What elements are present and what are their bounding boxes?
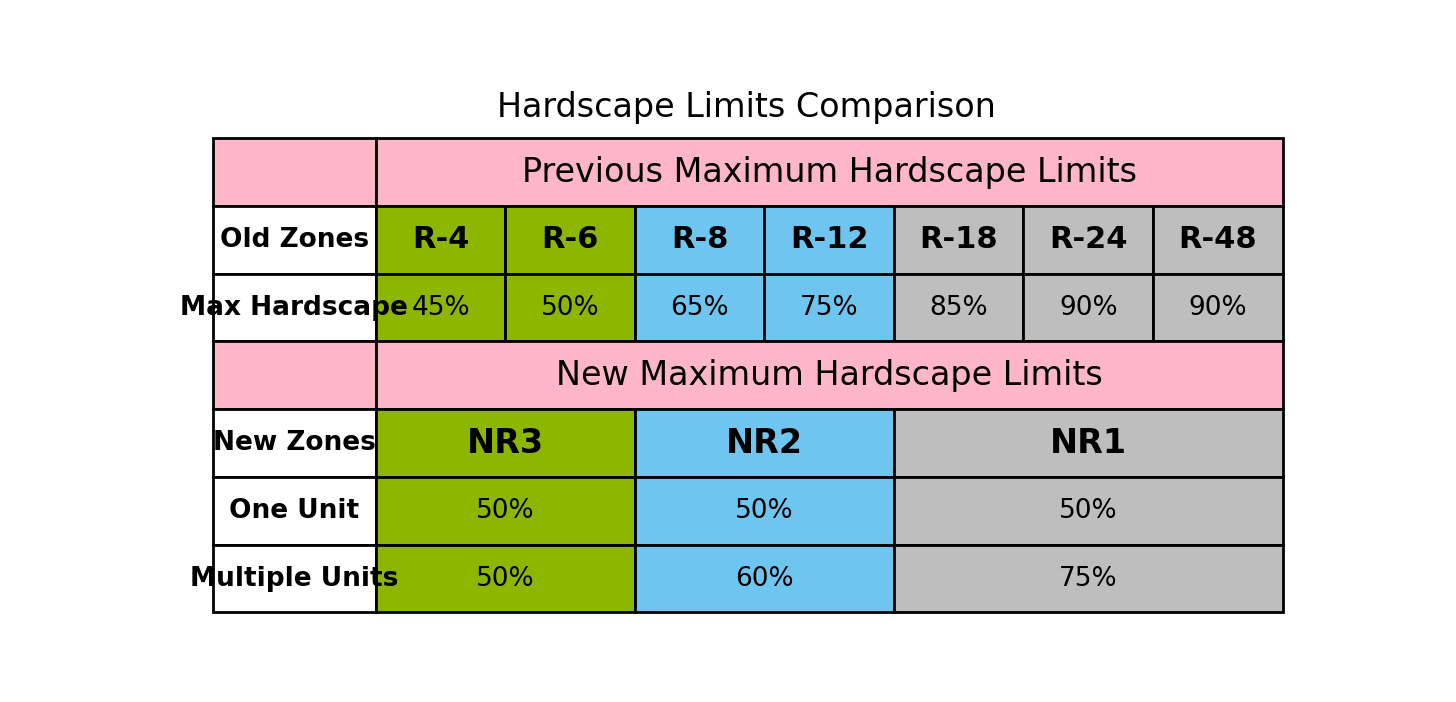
- Text: R-18: R-18: [919, 225, 997, 254]
- Text: Max Hardscape: Max Hardscape: [181, 295, 408, 321]
- Text: R-12: R-12: [789, 225, 868, 254]
- Text: 45%: 45%: [411, 295, 470, 321]
- Text: 50%: 50%: [476, 498, 534, 524]
- Text: 50%: 50%: [1059, 498, 1118, 524]
- Text: New Maximum Hardscape Limits: New Maximum Hardscape Limits: [556, 359, 1102, 392]
- Text: R-48: R-48: [1178, 225, 1257, 254]
- Text: R-6: R-6: [542, 225, 598, 254]
- Bar: [213, 206, 376, 274]
- Bar: [213, 477, 376, 545]
- Bar: [894, 477, 1283, 545]
- Bar: [635, 477, 894, 545]
- Text: Previous Maximum Hardscape Limits: Previous Maximum Hardscape Limits: [521, 156, 1137, 189]
- Bar: [635, 409, 894, 477]
- Text: One Unit: One Unit: [229, 498, 360, 524]
- Text: R-8: R-8: [671, 225, 728, 254]
- Text: Multiple Units: Multiple Units: [191, 566, 399, 592]
- Bar: [894, 274, 1024, 341]
- Bar: [505, 274, 635, 341]
- Bar: [635, 545, 894, 612]
- Bar: [764, 274, 894, 341]
- Bar: [213, 545, 376, 612]
- Bar: [376, 138, 1283, 206]
- Text: 60%: 60%: [735, 566, 794, 592]
- Text: Hardscape Limits Comparison: Hardscape Limits Comparison: [496, 91, 996, 124]
- Bar: [1153, 274, 1283, 341]
- Bar: [213, 409, 376, 477]
- Text: 75%: 75%: [1059, 566, 1118, 592]
- Bar: [1153, 206, 1283, 274]
- Bar: [376, 545, 635, 612]
- Bar: [376, 477, 635, 545]
- Text: 50%: 50%: [540, 295, 600, 321]
- Bar: [505, 206, 635, 274]
- Text: R-24: R-24: [1048, 225, 1127, 254]
- Text: 90%: 90%: [1188, 295, 1246, 321]
- Text: 75%: 75%: [799, 295, 859, 321]
- Text: NR1: NR1: [1050, 427, 1127, 460]
- Bar: [376, 341, 1283, 409]
- Bar: [376, 206, 505, 274]
- Text: 65%: 65%: [670, 295, 729, 321]
- Bar: [894, 409, 1283, 477]
- Bar: [764, 206, 894, 274]
- Text: R-4: R-4: [412, 225, 469, 254]
- Text: NR2: NR2: [727, 427, 802, 460]
- Bar: [213, 138, 376, 206]
- Bar: [376, 409, 635, 477]
- Bar: [376, 274, 505, 341]
- Text: 85%: 85%: [929, 295, 989, 321]
- Text: 50%: 50%: [735, 498, 794, 524]
- Text: NR3: NR3: [467, 427, 545, 460]
- Text: Old Zones: Old Zones: [220, 227, 368, 253]
- Bar: [213, 341, 376, 409]
- Bar: [635, 274, 764, 341]
- Bar: [635, 206, 764, 274]
- Bar: [894, 206, 1024, 274]
- Text: New Zones: New Zones: [213, 430, 376, 456]
- Bar: [894, 545, 1283, 612]
- Text: 50%: 50%: [476, 566, 534, 592]
- Bar: [1024, 274, 1153, 341]
- Text: 90%: 90%: [1059, 295, 1118, 321]
- Bar: [213, 274, 376, 341]
- Bar: [1024, 206, 1153, 274]
